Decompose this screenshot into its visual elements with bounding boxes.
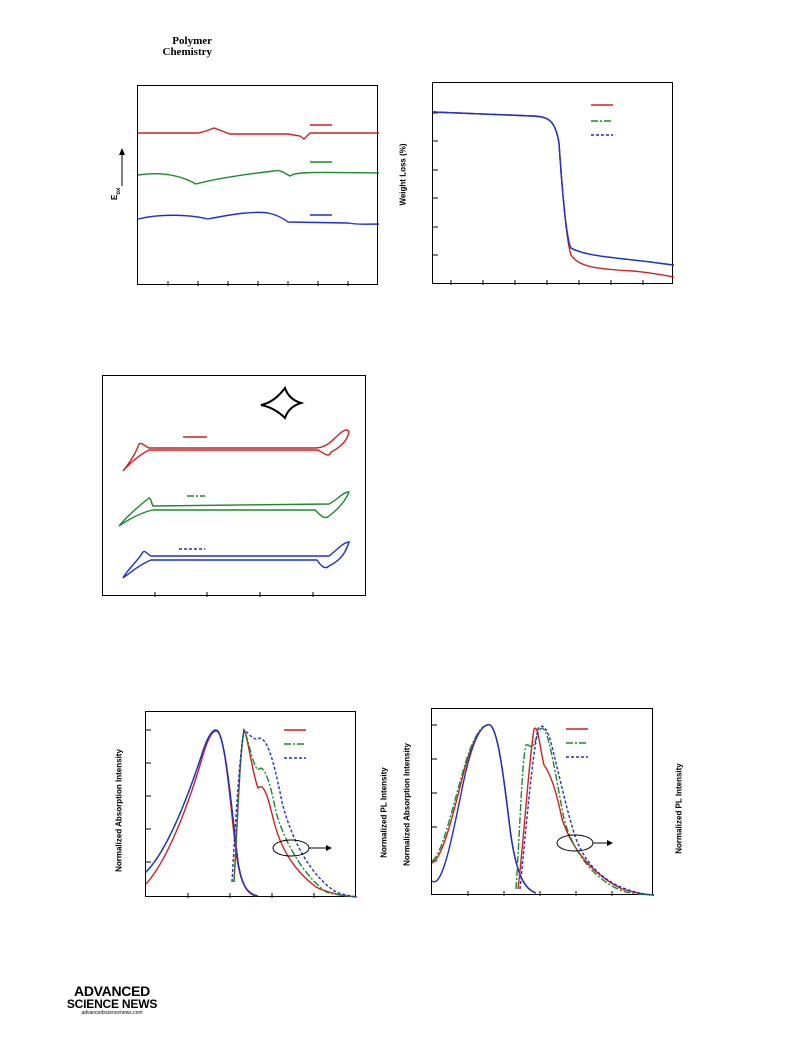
logo-line1: ADVANCED	[74, 983, 150, 999]
cv-top-panel	[137, 85, 380, 286]
logo-line2: SCIENCE NEWS	[66, 997, 158, 1011]
abs-pl-right-panel	[431, 708, 655, 896]
abs-right-ylabel: Normalized Absorption Intensity	[402, 743, 412, 866]
series-green-line	[432, 111, 675, 266]
tga-ylabel: Weight Loss (%)	[398, 143, 408, 206]
pl-red-line	[233, 727, 358, 898]
series-green-line	[137, 169, 380, 185]
eox-axis-label: Eox	[110, 146, 140, 206]
eox-label: E	[110, 194, 120, 200]
cv-cycle-panel	[102, 375, 366, 597]
pl-group-ellipse	[272, 839, 310, 857]
abs-left-ylabel: Normalized Absorption Intensity	[114, 749, 124, 872]
series-red-line	[138, 127, 379, 140]
series-blue-line	[432, 111, 675, 266]
pl-left-ylabel: Normalized PL Intensity	[379, 767, 389, 858]
series-blue-line	[137, 211, 380, 225]
pl-green-line	[515, 727, 655, 896]
arrow-right-icon	[326, 845, 332, 851]
tga-plot	[432, 104, 675, 285]
pl-green-line	[233, 727, 358, 898]
abs-pl-left-plot	[145, 727, 358, 898]
eox-arrow-icon	[119, 148, 125, 186]
journal-title-line2: Chemistry	[162, 46, 213, 58]
cv-shape-icon	[260, 385, 305, 420]
pl-blue-line	[519, 725, 655, 896]
cv-cycle-plot	[118, 385, 351, 597]
series-blue-loop	[122, 541, 350, 579]
pl-blue-line	[231, 728, 358, 898]
publisher-logo[interactable]: ADVANCED SCIENCE NEWS advancedsciencenew…	[62, 983, 162, 1016]
pl-right-ylabel: Normalized PL Intensity	[674, 763, 684, 854]
journal-title-line1: Polymer	[172, 35, 212, 47]
series-red-line	[432, 111, 675, 278]
tga-panel	[432, 82, 675, 285]
abs-blue-line	[431, 724, 537, 894]
eox-label-sub: ox	[115, 187, 122, 195]
cv-top-plot	[137, 124, 380, 286]
abs-pl-right-plot	[431, 724, 655, 896]
abs-pl-left-panel	[145, 711, 358, 898]
journal-title: Polymer Chemistry	[120, 35, 213, 58]
series-green-loop	[118, 491, 351, 527]
pl-group-ellipse	[556, 834, 594, 852]
logo-url: advancedsciencenews.com	[81, 1010, 143, 1016]
arrow-right-icon	[607, 840, 613, 846]
abs-blue-line	[145, 729, 259, 897]
series-red-loop	[122, 429, 350, 472]
pl-red-line	[517, 727, 655, 896]
